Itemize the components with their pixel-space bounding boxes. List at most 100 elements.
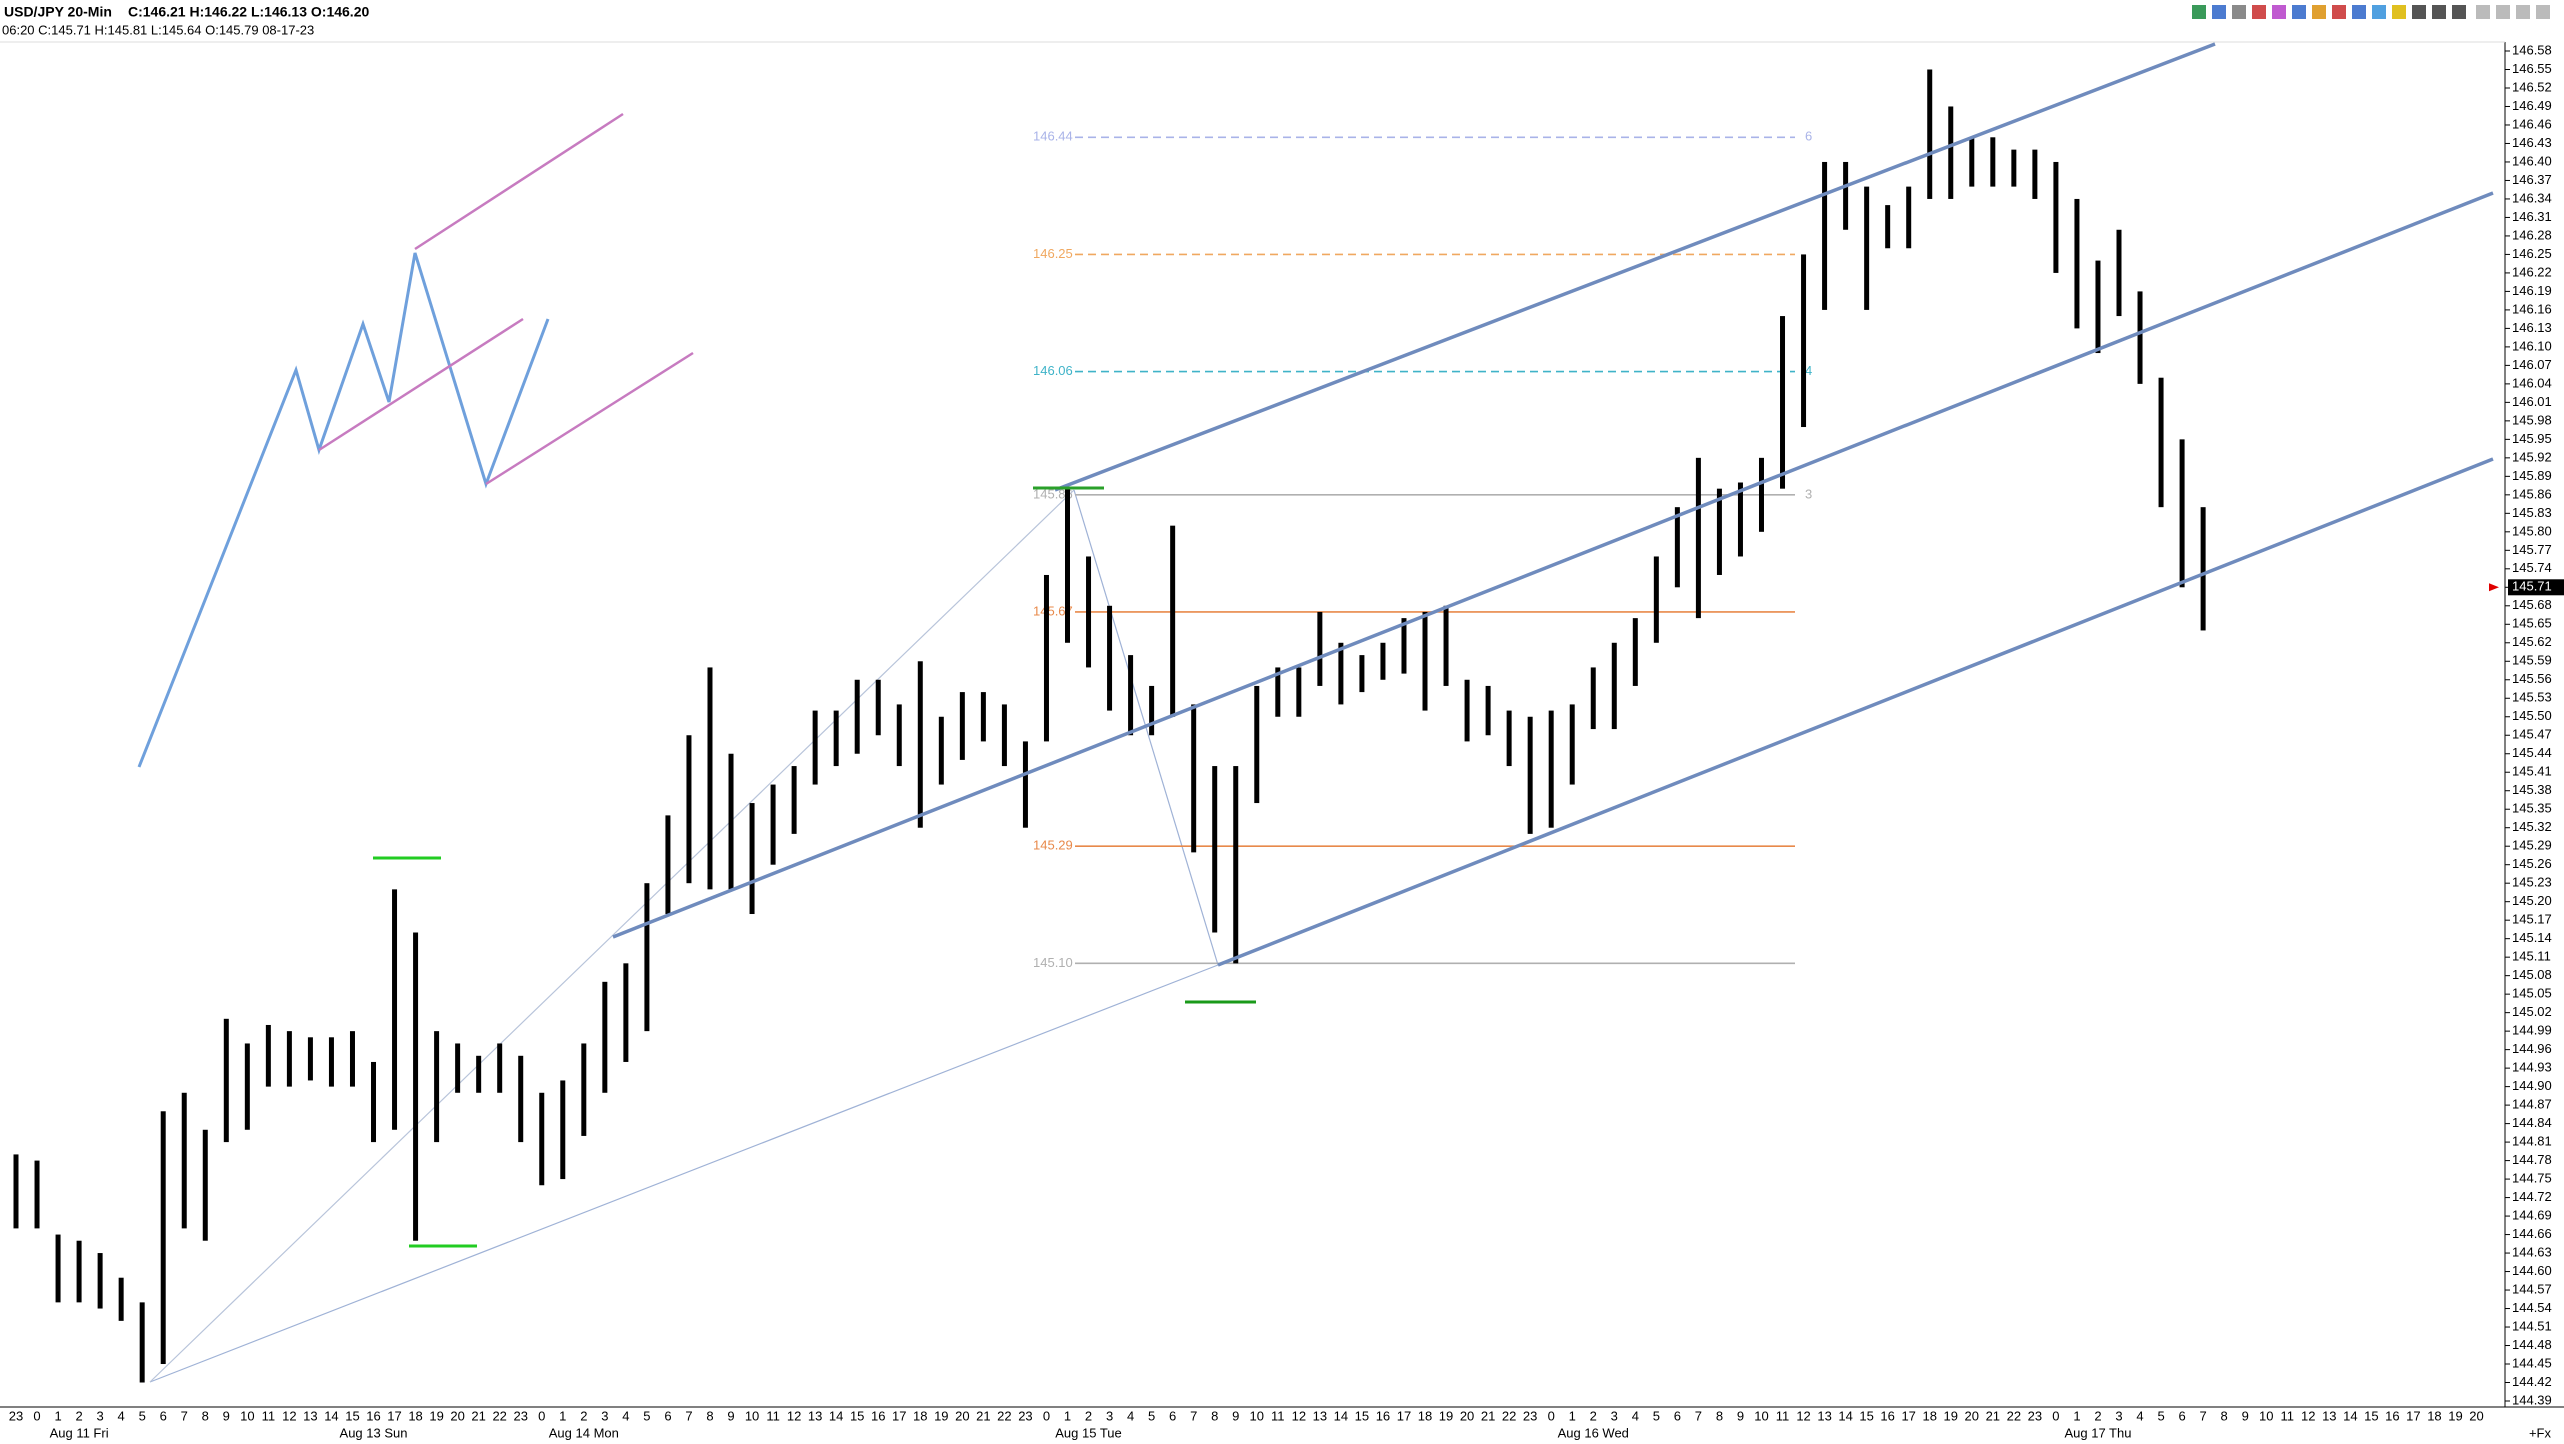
price-bar <box>1001 704 1007 767</box>
x-tick-label: 14 <box>2343 1408 2357 1423</box>
price-bar <box>97 1253 103 1309</box>
price-bar <box>1611 642 1617 730</box>
price-bar <box>1906 186 1912 249</box>
window-button[interactable] <box>2496 5 2510 19</box>
x-tick-label: 12 <box>787 1408 801 1423</box>
x-tick-label: 2 <box>580 1408 587 1423</box>
x-tick-label: 20 <box>955 1408 969 1423</box>
x-tick-label: 23 <box>1523 1408 1537 1423</box>
x-tick-label: 2 <box>2094 1408 2101 1423</box>
tool-icon[interactable] <box>2372 5 2386 19</box>
price-bar <box>2200 507 2206 631</box>
x-tick-label: 6 <box>1169 1408 1176 1423</box>
price-bar <box>959 692 965 760</box>
x-tick-label: 4 <box>1632 1408 1639 1423</box>
price-bar <box>980 692 986 742</box>
price-bar <box>307 1037 313 1081</box>
y-tick-label: 145.65 <box>2512 616 2552 631</box>
x-tick-label: 18 <box>1922 1408 1936 1423</box>
price-bar <box>1822 161 1828 310</box>
price-bar <box>1864 186 1870 310</box>
price-bar <box>202 1129 208 1241</box>
price-bar <box>328 1037 334 1087</box>
x-tick-label: 23 <box>2028 1408 2042 1423</box>
level-tag: 3 <box>1805 486 1812 501</box>
y-tick-label: 145.17 <box>2512 912 2552 927</box>
y-tick-label: 145.89 <box>2512 468 2552 483</box>
price-bar <box>1149 685 1155 736</box>
price-bar <box>1107 605 1113 711</box>
window-button[interactable] <box>2516 5 2530 19</box>
day-label: Aug 13 Sun <box>340 1425 408 1440</box>
y-tick-label: 145.05 <box>2512 986 2552 1001</box>
tool-icon[interactable] <box>2272 5 2286 19</box>
tool-icon[interactable] <box>2332 5 2346 19</box>
price-bar <box>2158 377 2164 508</box>
tool-icon[interactable] <box>2232 5 2246 19</box>
x-tick-label: 6 <box>160 1408 167 1423</box>
y-tick-label: 146.25 <box>2512 246 2552 261</box>
price-bar <box>2074 198 2080 329</box>
day-label: Aug 17 Thu <box>2064 1425 2131 1440</box>
price-bar <box>476 1055 482 1093</box>
price-bar <box>244 1043 250 1130</box>
window-button[interactable] <box>2536 5 2550 19</box>
tool-icon[interactable] <box>2192 5 2206 19</box>
chart-title: USD/JPY 20-Min <box>4 4 112 20</box>
x-tick-label: 15 <box>345 1408 359 1423</box>
price-bar <box>1380 642 1386 680</box>
x-tick-label: 7 <box>1190 1408 1197 1423</box>
x-tick-label: 0 <box>2052 1408 2059 1423</box>
tool-icon[interactable] <box>2452 5 2466 19</box>
tool-icon[interactable] <box>2312 5 2326 19</box>
x-tick-label: 12 <box>282 1408 296 1423</box>
tool-icon[interactable] <box>2212 5 2226 19</box>
x-tick-label: 14 <box>324 1408 338 1423</box>
tool-icon[interactable] <box>2252 5 2266 19</box>
tool-icon[interactable] <box>2392 5 2406 19</box>
x-tick-label: 11 <box>262 1408 276 1423</box>
y-tick-label: 144.84 <box>2512 1115 2552 1130</box>
price-bar <box>602 981 608 1093</box>
tool-icon[interactable] <box>2412 5 2426 19</box>
price-bar <box>665 815 671 915</box>
level-label: 146.06 <box>1033 363 1073 378</box>
channel-line <box>1217 457 2494 967</box>
price-bar <box>812 710 818 785</box>
x-tick-label: 5 <box>1653 1408 1660 1423</box>
tool-icon[interactable] <box>2432 5 2446 19</box>
y-tick-label: 145.56 <box>2512 671 2552 686</box>
price-bar <box>223 1018 229 1143</box>
subheader: 06:20 C:145.71 H:145.81 L:145.64 O:145.7… <box>2 22 314 37</box>
price-bar <box>1212 766 1218 933</box>
x-tick-label: 3 <box>1611 1408 1618 1423</box>
x-tick-label: 13 <box>1817 1408 1831 1423</box>
x-tick-label: 1 <box>559 1408 566 1423</box>
tool-icon[interactable] <box>2352 5 2366 19</box>
x-tick-label: 0 <box>538 1408 545 1423</box>
x-tick-label: 2 <box>1085 1408 1092 1423</box>
price-bar <box>286 1031 292 1087</box>
price-bar <box>1548 710 1554 828</box>
y-tick-label: 146.55 <box>2512 61 2552 76</box>
x-tick-label: 14 <box>829 1408 843 1423</box>
x-tick-label: 19 <box>2448 1408 2462 1423</box>
y-tick-label: 144.63 <box>2512 1244 2552 1259</box>
y-tick-label: 144.90 <box>2512 1078 2552 1093</box>
x-tick-label: 10 <box>240 1408 254 1423</box>
level-label: 146.44 <box>1033 129 1073 144</box>
x-tick-label: 23 <box>1018 1408 1032 1423</box>
window-button[interactable] <box>2476 5 2490 19</box>
price-bar <box>539 1092 545 1186</box>
price-bar <box>1695 457 1701 619</box>
x-tick-label: 0 <box>1548 1408 1555 1423</box>
x-tick-label: 20 <box>1460 1408 1474 1423</box>
x-tick-label: 3 <box>1106 1408 1113 1423</box>
x-tick-label: 1 <box>1569 1408 1576 1423</box>
y-tick-label: 146.49 <box>2512 98 2552 113</box>
price-bar <box>434 1031 440 1143</box>
last-price-label: 145.71 <box>2512 579 2552 594</box>
y-tick-label: 145.14 <box>2512 930 2552 945</box>
x-tick-label: 12 <box>1292 1408 1306 1423</box>
tool-icon[interactable] <box>2292 5 2306 19</box>
